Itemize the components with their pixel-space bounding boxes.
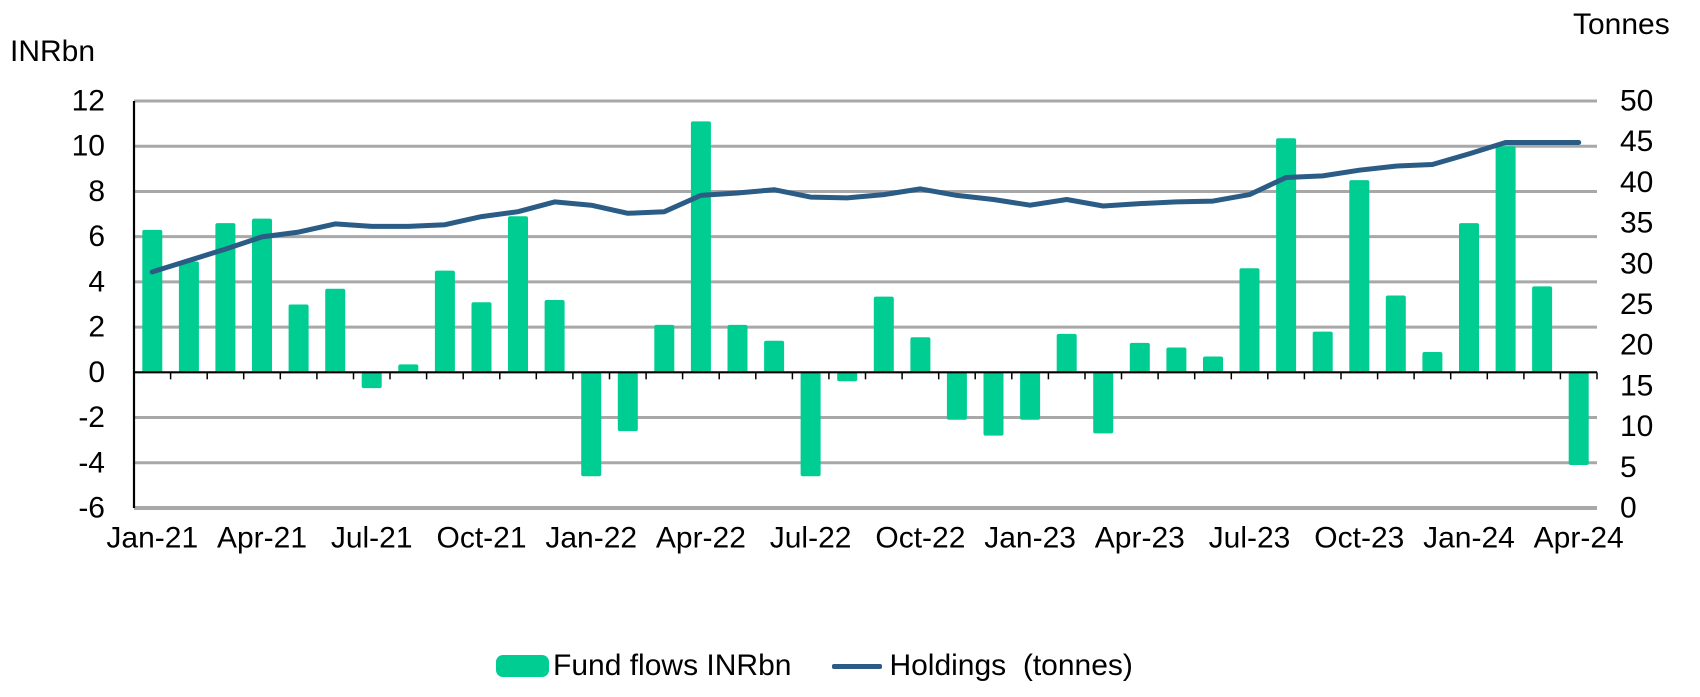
- holdings-line: [149, 140, 1582, 275]
- left-axis-tick-label: 8: [88, 175, 105, 208]
- bar-May-22: [727, 324, 748, 373]
- bar-Dec-21: [544, 300, 565, 373]
- bar-May-23: [1166, 347, 1187, 373]
- bar-Feb-22: [617, 372, 638, 432]
- right-axis-tick-label: 45: [1620, 125, 1653, 158]
- left-axis-title: INRbn: [10, 35, 96, 68]
- x-axis-tick-label: Jan-22: [545, 522, 637, 555]
- bar-Sep-22: [873, 296, 894, 373]
- x-axis-tick-label: Apr-21: [217, 522, 307, 555]
- bar-Aug-22: [837, 372, 858, 382]
- chart-plot-area: 121086420-2-4-650454035302520151050Jan-2…: [72, 85, 1654, 555]
- bar-Jul-22: [800, 372, 821, 477]
- bar-Jan-22: [581, 372, 602, 477]
- bar-Sep-21: [434, 270, 455, 373]
- x-axis-tick-label: Jan-24: [1423, 522, 1515, 555]
- bar-Mar-22: [654, 324, 675, 373]
- bar-Jul-21: [361, 372, 382, 389]
- right-axis-tick-label: 0: [1620, 492, 1637, 525]
- right-axis-tick-label: 20: [1620, 329, 1653, 362]
- right-axis-tick-label: 25: [1620, 288, 1653, 321]
- bar-Jun-23: [1203, 356, 1223, 373]
- x-axis-tick-label: Apr-24: [1534, 522, 1624, 555]
- bar-Feb-21: [178, 261, 199, 373]
- bar-Nov-22: [946, 372, 967, 420]
- x-axis-tick-label: Jul-21: [331, 522, 413, 555]
- right-axis-tick-label: 50: [1620, 85, 1653, 118]
- bar-Jun-21: [325, 288, 346, 373]
- x-axis-tick-label: Oct-23: [1314, 522, 1404, 555]
- bar-Nov-23: [1385, 295, 1406, 373]
- legend-bar-swatch: [496, 655, 549, 677]
- right-axis-title: Tonnes: [1573, 8, 1670, 41]
- bar-Jan-21: [142, 229, 163, 373]
- right-axis-tick-label: 10: [1620, 410, 1653, 443]
- bar-Sep-23: [1312, 331, 1333, 373]
- bar-Apr-21: [252, 218, 272, 373]
- bar-Apr-23: [1129, 342, 1150, 373]
- right-axis-tick-label: 30: [1620, 247, 1653, 280]
- bar-Mar-24: [1532, 286, 1553, 373]
- x-axis-tick-label: Jul-22: [770, 522, 852, 555]
- legend-line-swatch: [832, 663, 883, 669]
- left-axis-tick-label: 0: [88, 356, 105, 389]
- left-axis-tick-label: 6: [88, 220, 105, 253]
- legend-item-fund-flows: Fund flows INRbn: [496, 649, 791, 683]
- bar-Aug-21: [398, 364, 419, 373]
- x-axis-tick-label: Jan-23: [984, 522, 1076, 555]
- right-axis-tick-label: 40: [1620, 166, 1653, 199]
- bar-Apr-22: [690, 121, 711, 373]
- bar-Mar-21: [215, 223, 236, 373]
- left-axis-tick-label: -4: [78, 446, 105, 479]
- x-axis-tick-label: Jan-21: [106, 522, 198, 555]
- left-axis-tick-label: -2: [78, 401, 105, 434]
- legend-label-holdings: Holdings (tonnes): [889, 649, 1133, 682]
- left-axis-tick-label: 10: [72, 130, 105, 163]
- x-axis-tick-label: Apr-22: [656, 522, 746, 555]
- x-axis-tick-label: Apr-23: [1095, 522, 1185, 555]
- right-axis-tick-label: 5: [1620, 451, 1637, 484]
- bar-Oct-22: [910, 337, 931, 373]
- bar-Oct-23: [1349, 180, 1370, 373]
- bar-Jan-24: [1459, 223, 1479, 373]
- bar-Dec-23: [1422, 352, 1443, 373]
- x-axis-tick-label: Jul-23: [1209, 522, 1291, 555]
- bar-Feb-23: [1056, 333, 1077, 373]
- bar-Jun-22: [764, 340, 785, 373]
- left-axis-tick-label: -6: [78, 492, 105, 525]
- legend-label-fund-flows: Fund flows INRbn: [553, 649, 792, 682]
- legend: Fund flows INRbn Holdings (tonnes): [496, 649, 1133, 683]
- bar-Nov-21: [508, 216, 528, 373]
- right-axis-tick-label: 35: [1620, 207, 1653, 240]
- bar-Jul-23: [1239, 268, 1260, 373]
- bar-Mar-23: [1093, 372, 1114, 434]
- x-axis-tick-label: Oct-22: [875, 522, 965, 555]
- left-axis-tick-label: 4: [88, 265, 105, 298]
- legend-item-holdings: Holdings (tonnes): [832, 649, 1133, 683]
- bar-Oct-21: [471, 302, 492, 373]
- right-axis-tick-label: 15: [1620, 369, 1653, 402]
- x-axis-tick-label: Oct-21: [436, 522, 526, 555]
- bar-Jan-23: [1020, 372, 1041, 420]
- bar-Apr-24: [1568, 372, 1589, 465]
- left-axis-tick-label: 2: [88, 311, 105, 344]
- bar-May-21: [288, 304, 309, 373]
- bar-Aug-23: [1276, 138, 1297, 373]
- bar-Dec-22: [983, 372, 1004, 436]
- bar-Feb-24: [1495, 146, 1516, 373]
- left-axis-tick-label: 12: [72, 85, 105, 118]
